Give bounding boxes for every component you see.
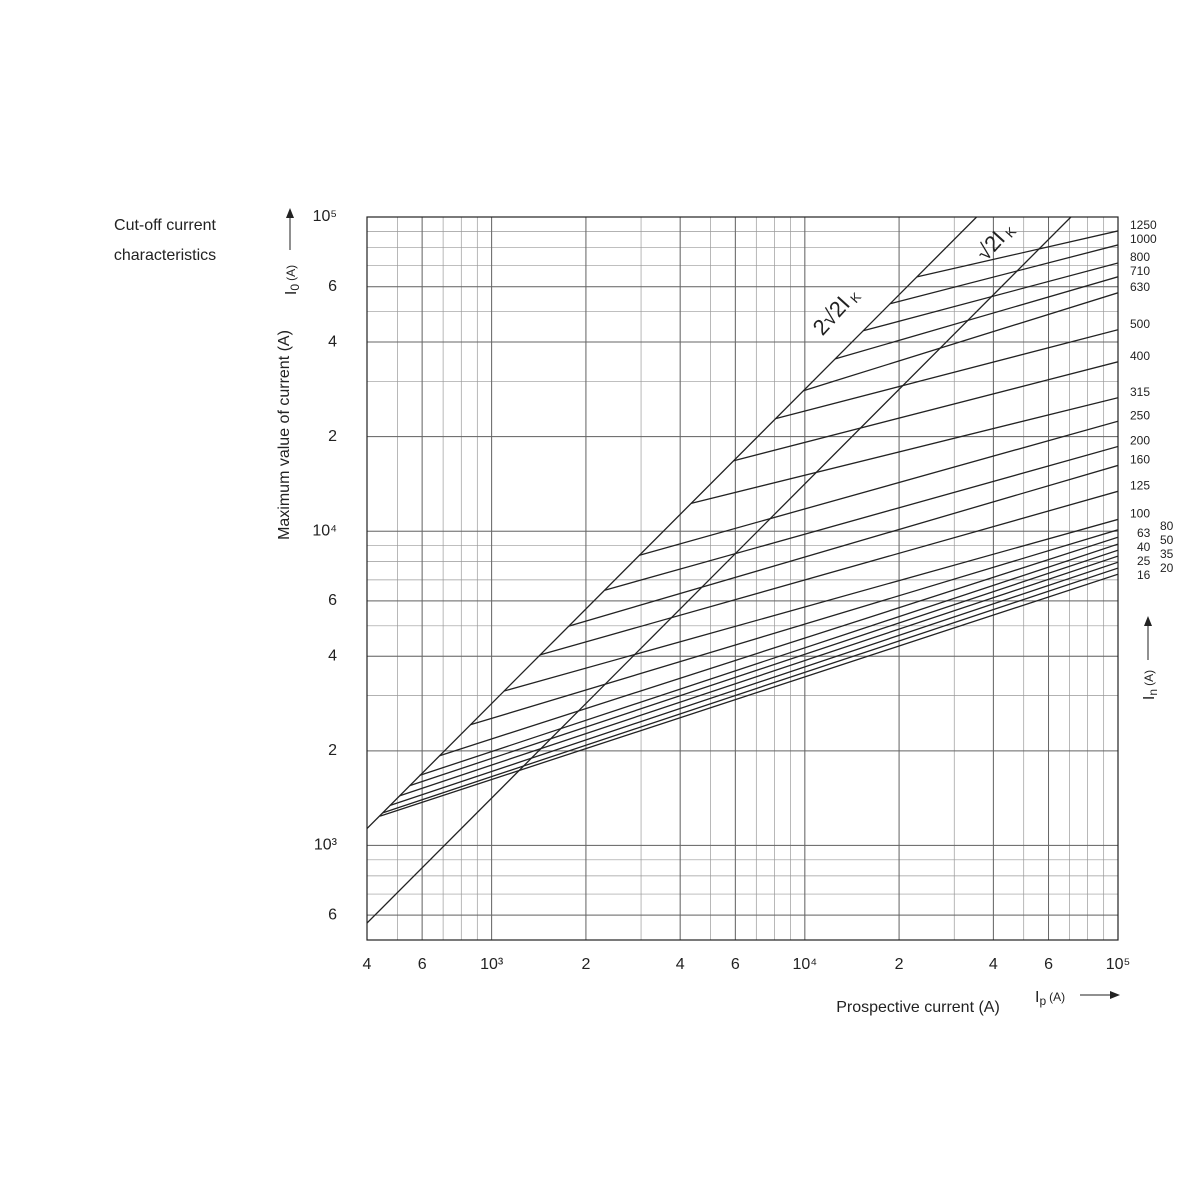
chart-title: characteristics — [114, 247, 216, 264]
x-symbol: Ip (A) — [1035, 989, 1065, 1008]
x-tick-label: 6 — [418, 956, 427, 973]
series-label: 100 — [1130, 507, 1150, 521]
series-line — [639, 420, 1118, 556]
x-tick-label: 6 — [731, 956, 740, 973]
x-tick-label: 10⁴ — [792, 956, 817, 973]
x-tick-label: 6 — [1044, 956, 1053, 973]
series-label: 315 — [1130, 385, 1150, 399]
series-line — [439, 536, 1118, 757]
series-line — [604, 445, 1118, 591]
x-tick-label: 10⁵ — [1106, 956, 1130, 973]
x-arrow — [1080, 991, 1120, 999]
x-tick-label: 2 — [895, 956, 904, 973]
series-line — [382, 567, 1118, 814]
series-line — [503, 518, 1118, 692]
plot-frame — [366, 216, 1119, 941]
x-tick-label: 4 — [989, 956, 998, 973]
y-arrow — [286, 208, 294, 250]
annotation-text: 2√2I — [808, 291, 855, 339]
y-tick-label: 4 — [328, 647, 337, 664]
series-line — [862, 262, 1118, 332]
x-axis-label: Prospective current (A) — [836, 999, 1000, 1016]
series-label: 1250 — [1130, 218, 1157, 232]
series-label: 1000 — [1130, 232, 1157, 246]
y-tick-label: 10³ — [314, 837, 338, 854]
x-tick-label: 10³ — [480, 956, 504, 973]
series-line — [470, 529, 1118, 726]
x-tick-label: 2 — [581, 956, 590, 973]
series-label: 630 — [1130, 280, 1150, 294]
series-label: 710 — [1130, 264, 1150, 278]
series-label: 800 — [1130, 250, 1150, 264]
series-line — [379, 573, 1118, 817]
series-line — [690, 397, 1118, 505]
y-symbol: I0(A) — [283, 265, 302, 295]
series-line — [803, 292, 1118, 392]
series-line — [835, 276, 1118, 360]
x-tick-label: 4 — [363, 956, 372, 973]
series-line — [889, 244, 1118, 305]
legend-symbol: In(A) — [1141, 670, 1160, 700]
series-label: 63 — [1137, 526, 1151, 540]
y-tick-label: 6 — [328, 592, 337, 609]
series-label: 200 — [1130, 434, 1150, 448]
series-label: 80 — [1160, 519, 1174, 533]
limit-line — [367, 217, 1072, 924]
series-line — [539, 490, 1118, 656]
series-line — [419, 543, 1118, 777]
series-line — [409, 549, 1118, 787]
series-label: 400 — [1130, 349, 1150, 363]
series-label: 125 — [1130, 478, 1150, 492]
series-label: 50 — [1160, 533, 1174, 547]
y-tick-label: 6 — [328, 278, 337, 295]
y-tick-label: 4 — [328, 333, 337, 350]
series-line — [733, 361, 1118, 462]
series-line — [389, 561, 1118, 807]
series-line — [916, 230, 1118, 278]
series-label: 20 — [1160, 561, 1174, 575]
series-label: 250 — [1130, 408, 1150, 422]
series-line — [399, 555, 1118, 797]
series-line — [568, 464, 1118, 627]
series-line — [775, 329, 1118, 420]
y-tick-label: 6 — [328, 906, 337, 923]
limit-line — [367, 217, 978, 830]
legend-arrow — [1144, 616, 1152, 660]
y-tick-label: 2 — [328, 428, 337, 445]
annotation-sub: K — [847, 289, 864, 306]
chart-title: Cut-off current — [114, 217, 217, 234]
series-label: 16 — [1137, 568, 1151, 582]
y-tick-label: 10⁴ — [312, 522, 337, 539]
y-axis-label: Maximum value of current (A) — [276, 330, 293, 540]
y-tick-label: 10⁵ — [313, 208, 337, 225]
annotation-sub: K — [1003, 224, 1020, 241]
series-label: 25 — [1137, 554, 1151, 568]
series-label: 160 — [1130, 453, 1150, 467]
y-tick-label: 2 — [328, 742, 337, 759]
series-label: 40 — [1137, 540, 1151, 554]
series-label: 500 — [1130, 317, 1150, 331]
series-label: 35 — [1160, 547, 1174, 561]
x-tick-label: 4 — [676, 956, 685, 973]
